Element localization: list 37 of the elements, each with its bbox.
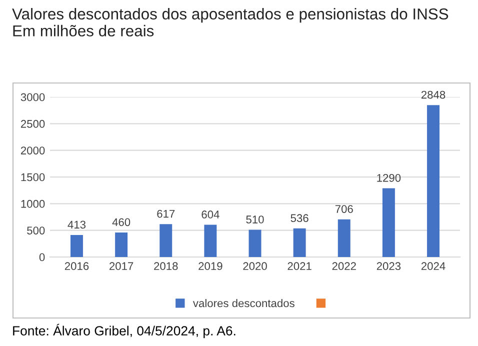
y-tick-label: 2500 xyxy=(20,120,45,128)
data-label: 604 xyxy=(202,210,220,218)
x-tick-label: 2024 xyxy=(421,262,446,270)
data-label: 2848 xyxy=(421,90,446,99)
x-tick-label: 2023 xyxy=(376,262,401,270)
bar xyxy=(70,234,83,257)
y-tick-label: 2000 xyxy=(20,146,45,154)
source-note: Fonte: Álvaro Gribel, 04/5/2024, p. A6. xyxy=(13,324,236,338)
data-label: 413 xyxy=(68,220,86,229)
data-label: 460 xyxy=(112,218,130,226)
data-label: 536 xyxy=(290,214,308,222)
data-label: 510 xyxy=(246,216,264,224)
data-label: 1290 xyxy=(377,174,401,182)
bar xyxy=(248,230,262,257)
y-tick-label: 1500 xyxy=(21,173,45,182)
y-tick-label: 3000 xyxy=(20,93,45,102)
x-tick-label: 2021 xyxy=(288,262,312,270)
y-tick-label: 1000 xyxy=(21,200,45,208)
bar xyxy=(204,224,217,257)
data-label: 706 xyxy=(335,205,353,213)
x-tick-label: 2022 xyxy=(332,262,356,270)
x-tick-label: 2020 xyxy=(243,262,267,270)
x-tick-label: 2016 xyxy=(64,262,89,270)
x-tick-label: 2018 xyxy=(154,262,178,270)
bar xyxy=(160,224,172,257)
legend-label: valores descontados xyxy=(192,299,294,308)
chart-title: Valores descontados dos aposentados e pensionistas do INSS Em milhões de reais xyxy=(12,8,448,36)
x-tick-label: 2017 xyxy=(110,262,134,270)
y-tick-label: 500 xyxy=(27,226,45,234)
x-tick-label: 2019 xyxy=(198,262,222,270)
bar xyxy=(382,188,395,257)
bar xyxy=(293,228,306,257)
y-tick-label: 0 xyxy=(39,253,45,262)
bar xyxy=(115,232,128,257)
bar xyxy=(338,219,350,257)
bar xyxy=(427,105,440,257)
data-label: 617 xyxy=(157,210,175,218)
